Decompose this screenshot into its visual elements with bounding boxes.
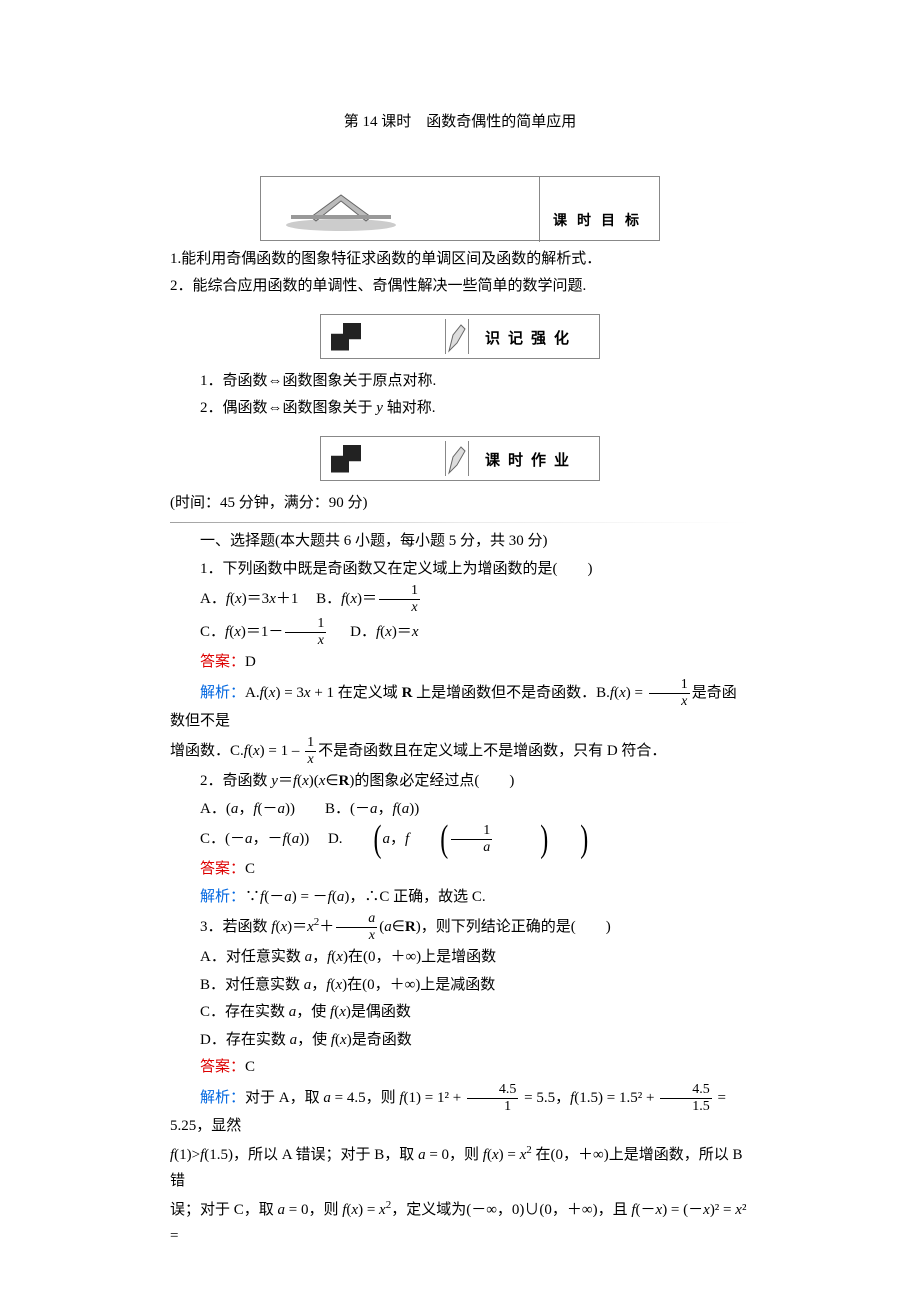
pixel-icon — [331, 445, 361, 473]
q1-opts-ab: A．f(x)＝3x＋1 B．f(x)＝1x — [170, 584, 750, 615]
q1-stem: 1．下列函数中既是奇函数又在定义域上为增函数的是( ) — [170, 557, 750, 583]
q2-stem: 2．奇函数 y＝f(x)(x∈R)的图象必定经过点( ) — [170, 769, 750, 795]
banner-homework: 课时作业 — [320, 436, 600, 481]
q3-opt-c: C．存在实数 a，使 f(x)是偶函数 — [170, 1000, 750, 1026]
q3-explain-1: 解析：对于 A，取 a = 4.5，则 f(1) = 1² + 4.51 = 5… — [170, 1083, 750, 1140]
q3-answer: 答案：C — [170, 1055, 750, 1081]
q2-opts-cd: C．(－a，－f(a)) D.(a，f(1a )) — [170, 824, 750, 855]
objective-2: 2．能综合应用函数的单调性、奇偶性解决一些简单的数学问题. — [170, 274, 750, 300]
banner-label-homework: 课时作业 — [485, 449, 577, 475]
q1-answer: 答案：D — [170, 650, 750, 676]
divider — [170, 522, 750, 523]
pencil-icon — [447, 443, 467, 475]
banner-objectives: 课时目标 — [260, 176, 660, 241]
pencil-icon — [447, 321, 467, 353]
q2-answer: 答案：C — [170, 857, 750, 883]
q3-stem: 3．若函数 f(x)＝x2＋ax(a∈R)，则下列结论正确的是( ) — [170, 912, 750, 943]
page-title: 第 14 课时 函数奇偶性的简单应用 — [170, 110, 750, 136]
q3-opt-d: D．存在实数 a，使 f(x)是奇函数 — [170, 1028, 750, 1054]
q3-explain-2: f(1)>f(1.5)，所以 A 错误；对于 B，取 a = 0，则 f(x) … — [170, 1141, 750, 1194]
q3-opt-b: B．对任意实数 a，f(x)在(0，＋∞)上是减函数 — [170, 973, 750, 999]
q3-opt-a: A．对任意实数 a，f(x)在(0，＋∞)上是增函数 — [170, 945, 750, 971]
q3-explain-3: 误；对于 C，取 a = 0，则 f(x) = x2，定义域为(－∞，0)∪(0… — [170, 1196, 750, 1249]
q1-explain-2: 增函数．C.f(x) = 1 – 1x不是奇函数且在定义域上不是增函数，只有 D… — [170, 736, 750, 767]
banner-label-objectives: 课时目标 — [553, 210, 649, 234]
objective-1: 1.能利用奇偶函数的图象特征求函数的单调区间及函数的解析式． — [170, 247, 750, 273]
mc-heading: 一、选择题(本大题共 6 小题，每小题 5 分，共 30 分) — [170, 529, 750, 555]
banner-label-memorize: 识记强化 — [485, 327, 577, 353]
q1-explain-1: 解析：A.f(x) = 3x + 1 在定义域 R 上是增函数但不是奇函数．B.… — [170, 678, 750, 735]
compass-pen-icon — [271, 187, 411, 232]
q2-opts-ab: A．(a，f(－a)) B．(－a，f(a)) — [170, 797, 750, 823]
memorize-1: 1．奇函数⇔函数图象关于原点对称. — [170, 369, 750, 395]
pixel-icon — [331, 323, 361, 351]
time-note: (时间：45 分钟，满分：90 分) — [170, 491, 750, 517]
q1-opts-cd: C．f(x)＝1－1x D．f(x)＝x — [170, 617, 750, 648]
banner-memorize: 识记强化 — [320, 314, 600, 359]
memorize-2: 2．偶函数⇔函数图象关于 y 轴对称. — [170, 396, 750, 422]
q2-explain: 解析：∵f(－a) = －f(a)，∴C 正确，故选 C. — [170, 885, 750, 911]
